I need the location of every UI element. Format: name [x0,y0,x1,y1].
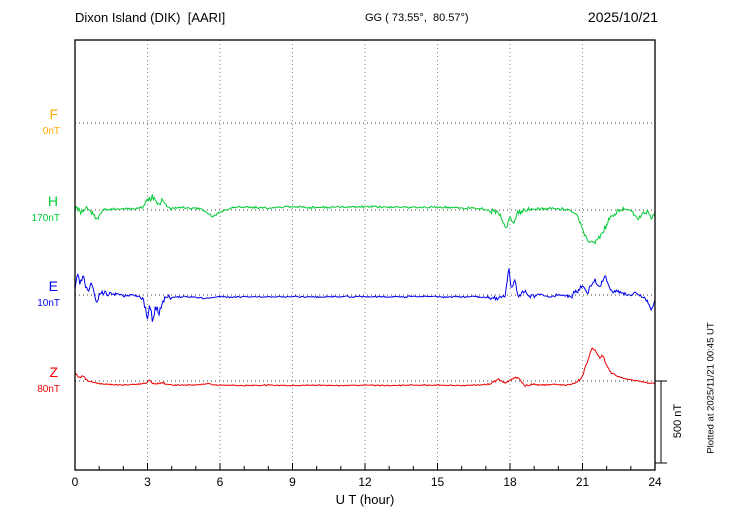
plot-date: 2025/10/21 [587,9,658,25]
station-title: Dixon Island (DIK) [AARI] [75,10,226,25]
x-axis-title: U T (hour) [335,492,395,507]
x-tick-label-0: 0 [71,475,79,489]
trace-E [74,268,656,322]
x-tick-label-24: 24 [648,475,662,489]
component-letter-H: H [47,193,58,209]
component-letter-F: F [49,106,58,122]
x-tick-label-21: 21 [575,475,590,489]
station-coordinates: GG ( 73.55°, 80.57°) [365,12,469,24]
x-tick-label-9: 9 [289,475,296,489]
trace-H [74,194,656,246]
x-tick-label-6: 6 [216,475,224,489]
component-baseline-value-E: 10nT [37,298,60,309]
x-tick-label-3: 3 [144,475,151,489]
plotted-timestamp-note: Plotted at 2025/11/21 00:45 UT [705,322,717,454]
component-letter-E: E [48,278,58,294]
component-letter-Z: Z [49,364,58,380]
x-tick-label-12: 12 [358,475,372,489]
component-baseline-value-Z: 80nT [37,384,60,395]
component-baseline-value-H: 170nT [31,213,60,224]
scale-bar-label: 500 nT [672,403,684,439]
x-tick-label-18: 18 [503,475,517,489]
x-tick-label-15: 15 [430,475,445,489]
trace-Z [74,347,656,387]
component-baseline-value-F: 0nT [42,126,60,137]
